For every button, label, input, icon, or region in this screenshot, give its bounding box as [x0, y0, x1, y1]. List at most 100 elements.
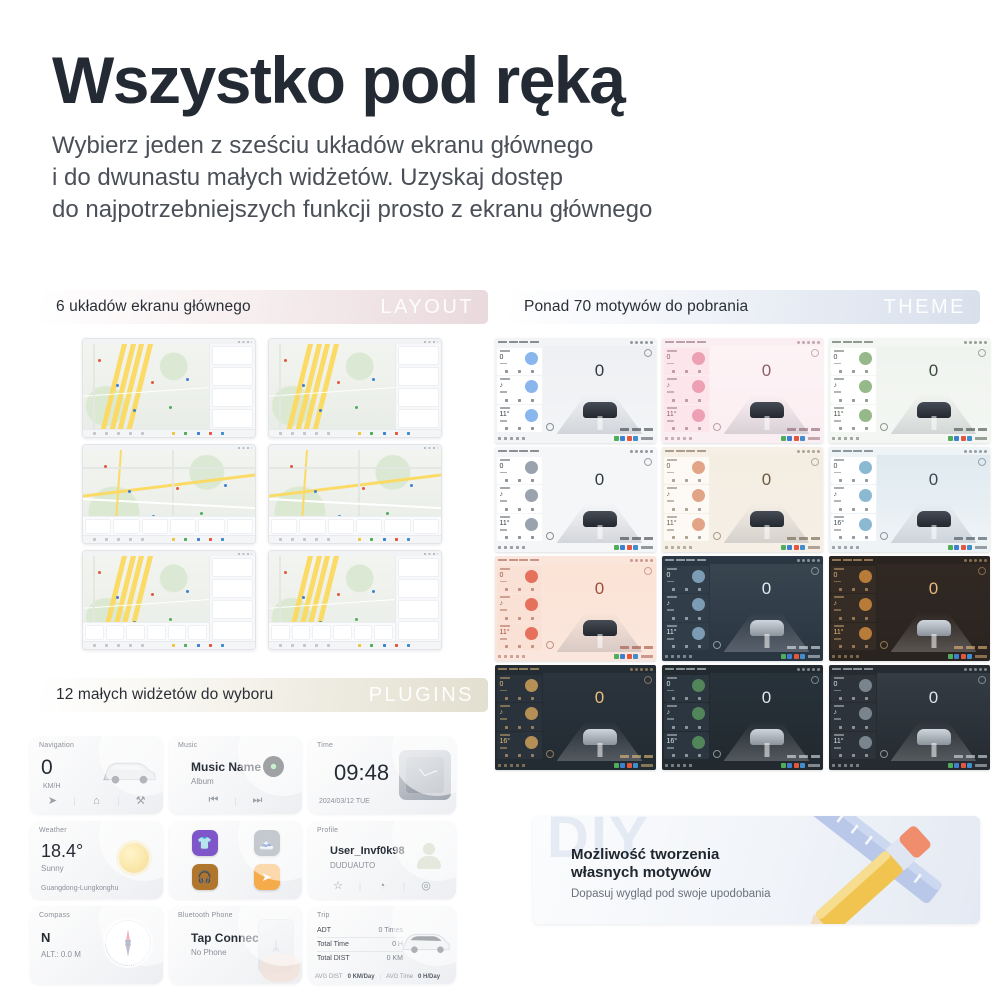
theme-dark-navy[interactable]: 0 ♪ 11° 0: [662, 556, 823, 661]
theme-widget-card[interactable]: 0: [663, 347, 709, 375]
shirt-icon[interactable]: 👕: [191, 829, 218, 856]
theme-widget-card[interactable]: 0: [663, 565, 709, 593]
widget-control-button[interactable]: ◎: [421, 880, 431, 892]
theme-nav-bar[interactable]: [662, 761, 823, 770]
theme-nav-bar[interactable]: [495, 652, 656, 661]
widget-controls[interactable]: ➤ | ⌂ | ⚒: [30, 794, 163, 808]
theme-widget-card[interactable]: 11°: [496, 405, 542, 433]
theme-widget-card[interactable]: ♪: [663, 376, 709, 404]
widget-control-button[interactable]: ☆: [333, 880, 343, 892]
theme-widget-card[interactable]: ♪: [663, 485, 709, 513]
theme-light-grey[interactable]: 0 ♪ 11° 0: [495, 338, 656, 443]
close-icon[interactable]: [811, 567, 819, 575]
theme-dark-fog[interactable]: 0 ♪ 11° 0: [829, 665, 990, 770]
widget-controls[interactable]: ⏮ | ⏭: [169, 794, 302, 807]
widget-control-button[interactable]: ⏭: [252, 794, 263, 806]
widget-navigation[interactable]: Navigation 0 KM/H ➤ | ⌂ | ⚒: [30, 736, 163, 814]
theme-pink-cute[interactable]: 0 ♪ 11° 0: [662, 338, 823, 443]
theme-widget-card[interactable]: 11°: [830, 732, 876, 760]
theme-widget-card[interactable]: ♪: [830, 594, 876, 622]
close-icon[interactable]: [978, 676, 986, 684]
gear-icon[interactable]: [713, 532, 721, 540]
widget-trip[interactable]: Trip ADT 0 Times Total Time 0 H Total DIST 0 K…: [308, 906, 456, 984]
theme-dark-panda-bus[interactable]: 0 ♪ 16° 0: [662, 665, 823, 770]
theme-panda-green[interactable]: 0 ♪ 11° 0: [829, 338, 990, 443]
gear-icon[interactable]: [880, 641, 888, 649]
close-icon[interactable]: [644, 676, 652, 684]
theme-widget-card[interactable]: 0: [663, 674, 709, 702]
theme-widget-card[interactable]: 11°: [830, 623, 876, 651]
close-icon[interactable]: [978, 567, 986, 575]
layout-screenshot[interactable]: [268, 550, 442, 650]
gear-icon[interactable]: [880, 750, 888, 758]
gear-icon[interactable]: [546, 532, 554, 540]
theme-widget-card[interactable]: 0: [830, 565, 876, 593]
theme-widget-card[interactable]: 11°: [663, 623, 709, 651]
theme-widget-card[interactable]: 11°: [663, 514, 709, 542]
app-shortcut-grid[interactable]: 👕 🗻 🎧 ➤: [169, 821, 302, 899]
close-icon[interactable]: [644, 458, 652, 466]
theme-widget-card[interactable]: ♪: [496, 376, 542, 404]
theme-nav-bar[interactable]: [829, 761, 990, 770]
gear-icon[interactable]: [546, 750, 554, 758]
close-icon[interactable]: [978, 458, 986, 466]
theme-sea-fantasy[interactable]: 0 ♪ 11° 0: [662, 447, 823, 552]
layout-screenshot[interactable]: [82, 444, 256, 544]
widget-control-button[interactable]: ⌂: [93, 794, 100, 807]
layout-screenshot[interactable]: [82, 550, 256, 650]
gear-icon[interactable]: [546, 641, 554, 649]
theme-dark-amber[interactable]: 0 ♪ 11° 0: [829, 556, 990, 661]
theme-widget-card[interactable]: 0: [830, 456, 876, 484]
close-icon[interactable]: [644, 349, 652, 357]
theme-widget-card[interactable]: ♪: [830, 485, 876, 513]
gallery-icon[interactable]: 🗻: [253, 829, 280, 856]
theme-dark-canyon[interactable]: 0 ♪ 16° 0: [495, 665, 656, 770]
theme-widget-card[interactable]: 0: [496, 456, 542, 484]
theme-nav-bar[interactable]: [829, 543, 990, 552]
widget-controls[interactable]: ☆ | ◔ | ◎: [308, 879, 456, 893]
theme-widget-card[interactable]: ♪: [830, 376, 876, 404]
theme-nav-bar[interactable]: [829, 652, 990, 661]
theme-nav-bar[interactable]: [495, 434, 656, 443]
theme-nav-bar[interactable]: [495, 543, 656, 552]
widget-profile[interactable]: Profile User_Invf0k98 DUDUAUTO ☆ | ◔ | ◎: [308, 821, 456, 899]
theme-widget-card[interactable]: 0: [663, 456, 709, 484]
theme-nav-bar[interactable]: [829, 434, 990, 443]
theme-widget-card[interactable]: 0: [496, 565, 542, 593]
widget-weather[interactable]: Weather 18.4° Sunny Guangdong-Lungkonghu: [30, 821, 163, 899]
layout-screenshot[interactable]: [268, 338, 442, 438]
theme-widget-card[interactable]: 0: [830, 347, 876, 375]
theme-festive-red[interactable]: 0 ♪ 11° 0: [495, 556, 656, 661]
theme-widget-card[interactable]: 11°: [830, 405, 876, 433]
layout-screenshot[interactable]: [268, 444, 442, 544]
theme-white-minimal[interactable]: 0 ♪ 11° 0: [495, 447, 656, 552]
layout-screenshot[interactable]: [82, 338, 256, 438]
theme-widget-card[interactable]: 16°: [663, 732, 709, 760]
theme-widget-card[interactable]: 11°: [663, 405, 709, 433]
close-icon[interactable]: [644, 567, 652, 575]
widget-control-button[interactable]: ⏮: [208, 794, 219, 806]
theme-widget-card[interactable]: 11°: [496, 514, 542, 542]
theme-widget-card[interactable]: 16°: [496, 732, 542, 760]
theme-widget-card[interactable]: ♪: [663, 703, 709, 731]
widget-control-button[interactable]: ◔: [378, 879, 386, 892]
theme-blue-winter[interactable]: 0 ♪ 16° 0: [829, 447, 990, 552]
theme-nav-bar[interactable]: [662, 652, 823, 661]
theme-widget-card[interactable]: 0: [496, 674, 542, 702]
widget-control-button[interactable]: ➤: [47, 795, 58, 807]
theme-widget-card[interactable]: ♪: [496, 485, 542, 513]
theme-widget-card[interactable]: ♪: [663, 594, 709, 622]
theme-nav-bar[interactable]: [662, 434, 823, 443]
close-icon[interactable]: [811, 458, 819, 466]
close-icon[interactable]: [978, 349, 986, 357]
theme-widget-card[interactable]: ♪: [830, 703, 876, 731]
theme-nav-bar[interactable]: [662, 543, 823, 552]
theme-widget-card[interactable]: 0: [830, 674, 876, 702]
navigation-icon[interactable]: ➤: [253, 864, 280, 891]
widget-compass[interactable]: Compass N ALT.: 0.0 M: [30, 906, 163, 984]
widget-music[interactable]: Music Music Name Album ⏮ | ⏭: [169, 736, 302, 814]
widget-bluetooth-phone[interactable]: Bluetooth Phone Tap Connect No Phone ᛦ: [169, 906, 302, 984]
widget-apps[interactable]: 👕 🗻 🎧 ➤: [169, 821, 302, 899]
widget-time[interactable]: Time 09:48 2024/03/12 TUE: [308, 736, 456, 814]
gear-icon[interactable]: [880, 532, 888, 540]
